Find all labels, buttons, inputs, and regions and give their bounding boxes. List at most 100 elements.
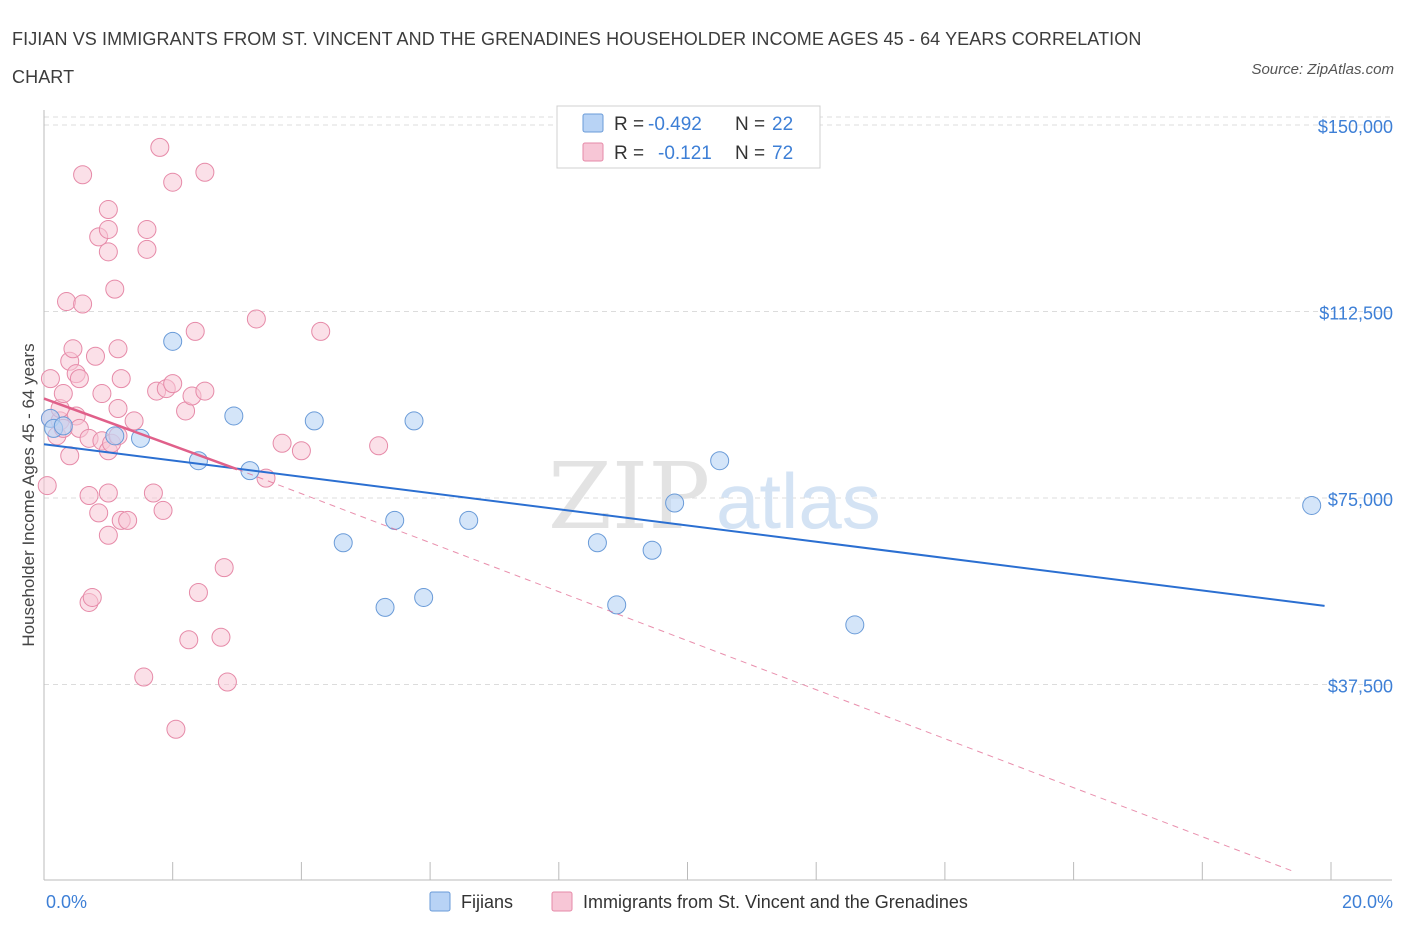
watermark: ZIP atlas xyxy=(548,443,881,550)
legend-swatch-fijians xyxy=(582,113,604,133)
point-immigrants-52 xyxy=(166,719,186,739)
point-immigrants-66 xyxy=(291,441,311,461)
legend-n-value-1: 22 xyxy=(772,114,793,135)
point-immigrants-17 xyxy=(73,165,93,185)
point-immigrants-0 xyxy=(37,476,57,496)
point-immigrants-10 xyxy=(60,446,80,466)
point-immigrants-34 xyxy=(105,279,125,299)
x-tick-label-1: 20.0% xyxy=(1342,892,1393,912)
point-immigrants-59 xyxy=(195,162,215,182)
point-fijians-17 xyxy=(607,595,627,615)
point-fijians-20 xyxy=(710,451,730,471)
point-immigrants-14 xyxy=(69,369,89,389)
point-immigrants-42 xyxy=(134,667,154,687)
bottom-legend-swatch-immigrants xyxy=(551,891,573,912)
point-fijians-22 xyxy=(1302,495,1322,515)
bottom-legend-swatch-fijians xyxy=(429,891,451,912)
point-fijians-9 xyxy=(304,411,324,431)
point-immigrants-56 xyxy=(185,321,205,341)
point-immigrants-19 xyxy=(79,486,99,506)
legend-r-label-2: R = xyxy=(614,143,644,164)
point-immigrants-7 xyxy=(53,384,73,404)
point-fijians-7 xyxy=(224,406,244,426)
axes xyxy=(43,110,1392,881)
bottom-legend-immigrants: Immigrants from St. Vincent and the Gren… xyxy=(583,892,968,912)
pink-series xyxy=(37,137,389,739)
point-immigrants-57 xyxy=(188,582,208,602)
point-immigrants-58 xyxy=(195,381,215,401)
point-immigrants-62 xyxy=(217,672,237,692)
grid xyxy=(44,116,1392,685)
point-immigrants-25 xyxy=(92,384,112,404)
point-immigrants-23 xyxy=(89,503,109,523)
point-fijians-15 xyxy=(404,411,424,431)
point-fijians-5 xyxy=(163,331,183,351)
legend-r-label-1: R = xyxy=(614,114,644,135)
point-fijians-21 xyxy=(845,615,865,635)
point-immigrants-35 xyxy=(108,339,128,359)
top-legend: R = -0.492 N = 22 R = -0.121 N = 72 xyxy=(556,105,821,169)
y-tick-label-1: $75,000 xyxy=(1328,490,1393,510)
point-immigrants-68 xyxy=(369,436,389,456)
tick-labels: $37,500 $75,000 $112,500 $150,000 0.0% 20.0% xyxy=(46,117,1393,912)
trend-line-immigrants xyxy=(43,397,238,471)
point-immigrants-28 xyxy=(98,219,118,239)
source-label: Source: ZipAtlas.com xyxy=(1251,61,1394,78)
y-tick-label-3: $150,000 xyxy=(1318,117,1393,137)
watermark-zip: ZIP xyxy=(548,443,710,550)
trend-lines xyxy=(43,397,1325,872)
point-immigrants-38 xyxy=(111,369,131,389)
point-immigrants-41 xyxy=(124,411,144,431)
legend-r-value-1: -0.492 xyxy=(648,114,702,135)
watermark-atlas: atlas xyxy=(716,457,881,545)
point-immigrants-22 xyxy=(85,346,105,366)
blue-series xyxy=(40,331,1322,635)
legend-n-label-1: N = xyxy=(735,114,765,135)
point-immigrants-21 xyxy=(82,587,102,607)
point-fijians-2 xyxy=(53,416,73,436)
point-fijians-16 xyxy=(587,533,607,553)
chart-title: FIJIAN VS IMMIGRANTS FROM ST. VINCENT AN… xyxy=(12,29,1142,87)
point-fijians-11 xyxy=(333,533,353,553)
point-immigrants-31 xyxy=(98,483,118,503)
point-immigrants-8 xyxy=(57,292,77,312)
point-immigrants-29 xyxy=(98,242,118,262)
point-immigrants-16 xyxy=(73,294,93,314)
trend-line-immigrants-extension xyxy=(236,468,1293,872)
legend-r-value-2: -0.121 xyxy=(658,143,712,164)
point-immigrants-47 xyxy=(150,137,170,157)
trend-line-fijians xyxy=(43,443,1325,607)
point-fijians-13 xyxy=(385,510,405,530)
point-immigrants-36 xyxy=(108,398,128,418)
point-fijians-3 xyxy=(105,426,125,446)
point-fijians-18 xyxy=(642,540,662,560)
point-fijians-14 xyxy=(459,510,479,530)
point-immigrants-63 xyxy=(246,309,266,329)
y-tick-label-2: $112,500 xyxy=(1319,304,1393,324)
legend-n-label-2: N = xyxy=(735,143,765,164)
point-immigrants-40 xyxy=(118,510,138,530)
point-immigrants-32 xyxy=(98,525,118,545)
point-immigrants-65 xyxy=(272,433,292,453)
legend-swatch-immigrants xyxy=(582,142,604,162)
point-immigrants-27 xyxy=(98,200,118,220)
y-tick-label-0: $37,500 xyxy=(1328,677,1393,697)
point-immigrants-2 xyxy=(40,369,60,389)
point-immigrants-44 xyxy=(137,239,157,259)
point-immigrants-67 xyxy=(311,321,331,341)
point-fijians-10 xyxy=(375,597,395,617)
point-immigrants-50 xyxy=(163,172,183,192)
point-immigrants-11 xyxy=(63,339,83,359)
point-immigrants-61 xyxy=(214,558,234,578)
point-immigrants-48 xyxy=(153,500,173,520)
point-immigrants-60 xyxy=(211,627,231,647)
y-axis-label: Householder Income Ages 45 - 64 years xyxy=(19,343,38,646)
point-immigrants-54 xyxy=(179,630,199,650)
bottom-legend: Fijians Immigrants from St. Vincent and … xyxy=(429,891,968,912)
point-fijians-19 xyxy=(665,493,685,513)
bottom-legend-fijians: Fijians xyxy=(461,892,513,912)
legend-n-value-2: 72 xyxy=(772,143,793,164)
point-fijians-12 xyxy=(414,587,434,607)
point-immigrants-43 xyxy=(137,219,157,239)
point-immigrants-45 xyxy=(143,483,163,503)
